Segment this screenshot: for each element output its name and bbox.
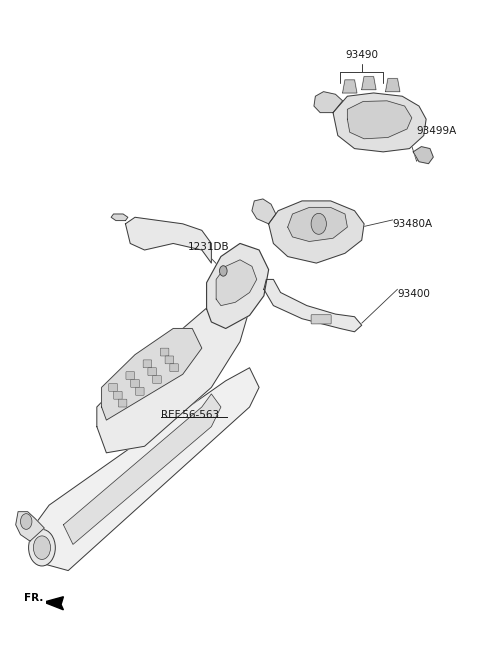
Text: 93499A: 93499A xyxy=(417,126,457,136)
FancyBboxPatch shape xyxy=(160,348,169,356)
Polygon shape xyxy=(63,394,221,545)
Circle shape xyxy=(311,214,326,235)
Polygon shape xyxy=(47,597,63,610)
Text: 93400: 93400 xyxy=(397,289,431,299)
Polygon shape xyxy=(216,260,257,306)
FancyBboxPatch shape xyxy=(153,376,161,384)
FancyBboxPatch shape xyxy=(131,380,139,388)
FancyBboxPatch shape xyxy=(311,315,331,324)
Text: REF.56-563: REF.56-563 xyxy=(161,410,219,420)
Polygon shape xyxy=(102,328,202,420)
Polygon shape xyxy=(16,512,44,541)
Polygon shape xyxy=(362,77,376,90)
Polygon shape xyxy=(264,279,362,332)
Circle shape xyxy=(29,530,55,566)
Polygon shape xyxy=(269,201,364,263)
Polygon shape xyxy=(314,92,343,112)
Text: 1231DB: 1231DB xyxy=(188,242,229,252)
Circle shape xyxy=(219,265,227,276)
Polygon shape xyxy=(413,147,433,164)
Circle shape xyxy=(21,514,32,530)
Polygon shape xyxy=(348,101,412,139)
Polygon shape xyxy=(252,199,276,224)
Polygon shape xyxy=(288,208,348,242)
FancyBboxPatch shape xyxy=(126,372,134,380)
Polygon shape xyxy=(206,244,269,328)
Polygon shape xyxy=(385,79,400,92)
FancyBboxPatch shape xyxy=(143,360,152,368)
Text: 93480A: 93480A xyxy=(393,219,433,229)
FancyBboxPatch shape xyxy=(148,368,156,376)
Circle shape xyxy=(34,536,50,560)
FancyBboxPatch shape xyxy=(165,356,174,364)
FancyBboxPatch shape xyxy=(118,399,127,407)
FancyBboxPatch shape xyxy=(170,364,179,372)
Polygon shape xyxy=(333,93,426,152)
Text: FR.: FR. xyxy=(24,593,44,603)
FancyBboxPatch shape xyxy=(114,392,122,399)
Polygon shape xyxy=(343,80,357,93)
FancyBboxPatch shape xyxy=(135,388,144,396)
Polygon shape xyxy=(97,289,250,453)
FancyBboxPatch shape xyxy=(109,384,117,392)
Text: 93490: 93490 xyxy=(345,51,378,60)
Polygon shape xyxy=(111,214,128,221)
Polygon shape xyxy=(125,217,211,263)
Polygon shape xyxy=(30,368,259,570)
